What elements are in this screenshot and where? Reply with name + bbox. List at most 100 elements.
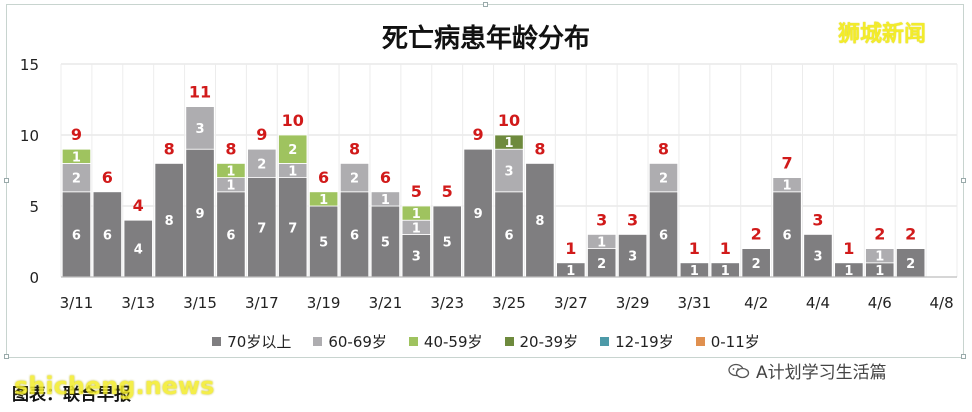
legend-item: 70岁以上: [212, 331, 291, 352]
segment-value-label: 8: [535, 214, 544, 229]
chart-legend: 70岁以上 60-69岁 40-59岁 20-39岁 12-19岁 0-11岁: [0, 331, 972, 352]
legend-item: 20-39岁: [504, 331, 578, 352]
x-tick-label: 4/4: [806, 294, 830, 312]
bar-segment: [370, 191, 401, 207]
y-tick-label: 5: [29, 198, 39, 216]
segment-value-label: 5: [443, 236, 452, 251]
legend-swatch: [408, 337, 418, 346]
segment-value-label: 5: [381, 236, 390, 251]
bar-segment: [61, 162, 92, 193]
segment-value-label: 1: [875, 264, 884, 279]
legend-item: 12-19岁: [600, 331, 674, 352]
segment-value-label: 1: [288, 165, 297, 180]
bar-segment: [401, 233, 431, 278]
bar-segment: [339, 162, 370, 193]
segment-value-label: 7: [257, 221, 266, 236]
segment-value-label: 2: [659, 172, 668, 187]
bar-segment: [247, 148, 277, 178]
segment-value-label: 8: [165, 214, 174, 229]
bar-total-label: 3: [627, 210, 638, 229]
legend-swatch: [504, 337, 514, 346]
legend-label: 70岁以上: [227, 333, 292, 351]
legend-label: 60-69岁: [328, 333, 387, 351]
bar-total-label: 6: [380, 168, 391, 187]
x-tick-label: 3/21: [369, 294, 403, 312]
segment-value-label: 1: [504, 136, 513, 151]
segment-value-label: 1: [226, 179, 235, 194]
segment-value-label: 1: [721, 264, 730, 279]
bar-total-label: 1: [565, 239, 576, 258]
bar-total-label: 1: [689, 239, 700, 258]
bar-total-label: 2: [874, 225, 885, 244]
segment-value-label: 1: [566, 264, 575, 279]
legend-label: 0-11岁: [710, 333, 760, 351]
resize-handle-bottom-left[interactable]: [4, 354, 9, 359]
resize-handle-top[interactable]: [483, 2, 488, 7]
resize-handle-left[interactable]: [4, 178, 9, 183]
bar-segment: [648, 162, 679, 193]
segment-value-label: 3: [504, 165, 513, 180]
segment-value-label: 6: [659, 228, 668, 243]
bar-segment: [803, 233, 833, 278]
y-tick-label: 0: [29, 269, 39, 287]
segment-value-label: 5: [319, 236, 328, 251]
bar-segment: [432, 205, 462, 278]
resize-handle-right[interactable]: [961, 178, 966, 183]
legend-label: 12-19岁: [615, 333, 674, 351]
segment-value-label: 3: [813, 250, 822, 265]
bar-segment: [463, 148, 493, 278]
x-tick-label: 3/29: [616, 294, 650, 312]
legend-item: 40-59岁: [408, 331, 483, 352]
bar-segment: [401, 205, 431, 221]
segment-value-label: 1: [412, 221, 421, 236]
bar-segment: [587, 233, 617, 249]
url-watermark: shicheng.news: [14, 372, 215, 400]
x-tick-label: 4/6: [868, 294, 892, 312]
bar-total-label: 8: [534, 139, 545, 158]
segment-value-label: 6: [504, 228, 513, 243]
segment-value-label: 3: [412, 250, 421, 265]
bar-segment: [247, 177, 277, 278]
chart-title: 死亡病患年龄分布: [381, 24, 590, 54]
legend-swatch: [600, 337, 610, 346]
bar-segment: [61, 148, 92, 164]
bar-total-label: 5: [442, 182, 453, 201]
bar-total-label: 8: [349, 139, 360, 158]
segment-value-label: 2: [288, 143, 297, 158]
wechat-account-name: A计划学习生活篇: [756, 363, 887, 383]
legend-item: 60-69岁: [313, 331, 387, 352]
segment-value-label: 6: [783, 228, 792, 243]
segment-value-label: 1: [72, 150, 81, 165]
bar-segment: [185, 106, 215, 150]
segment-value-label: 1: [412, 207, 421, 222]
segment-value-label: 1: [319, 193, 328, 208]
x-tick-label: 3/13: [121, 294, 155, 312]
bar-segment: [741, 248, 771, 278]
x-tick-label: 3/23: [430, 294, 464, 312]
bar-total-label: 8: [164, 139, 175, 158]
bar-segment: [123, 219, 153, 278]
bar-total-label: 9: [71, 125, 82, 144]
segment-value-label: 1: [690, 264, 699, 279]
bar-segment: [216, 162, 246, 178]
y-tick-label: 15: [20, 56, 39, 74]
segment-value-label: 2: [752, 257, 761, 272]
x-tick-label: 3/17: [245, 294, 279, 312]
bar-total-label: 9: [256, 125, 267, 144]
bar-segment: [525, 162, 555, 278]
segment-value-label: 9: [196, 207, 205, 222]
segment-value-label: 2: [350, 172, 359, 187]
brand-watermark: 狮城新闻: [838, 22, 927, 47]
wechat-watermark: A计划学习生活篇: [728, 358, 887, 383]
x-tick-label: 3/19: [307, 294, 341, 312]
bar-segment: [278, 134, 308, 164]
bar-segment: [587, 248, 617, 278]
bar-segment: [494, 134, 524, 150]
segment-value-label: 1: [226, 165, 235, 180]
resize-handle-bottom-right[interactable]: [961, 354, 966, 359]
x-tick-label: 4/2: [744, 294, 768, 312]
bar-total-label: 8: [658, 139, 669, 158]
segment-value-label: 6: [226, 228, 235, 243]
bar-total-label: 6: [318, 168, 329, 187]
segment-value-label: 6: [350, 228, 359, 243]
